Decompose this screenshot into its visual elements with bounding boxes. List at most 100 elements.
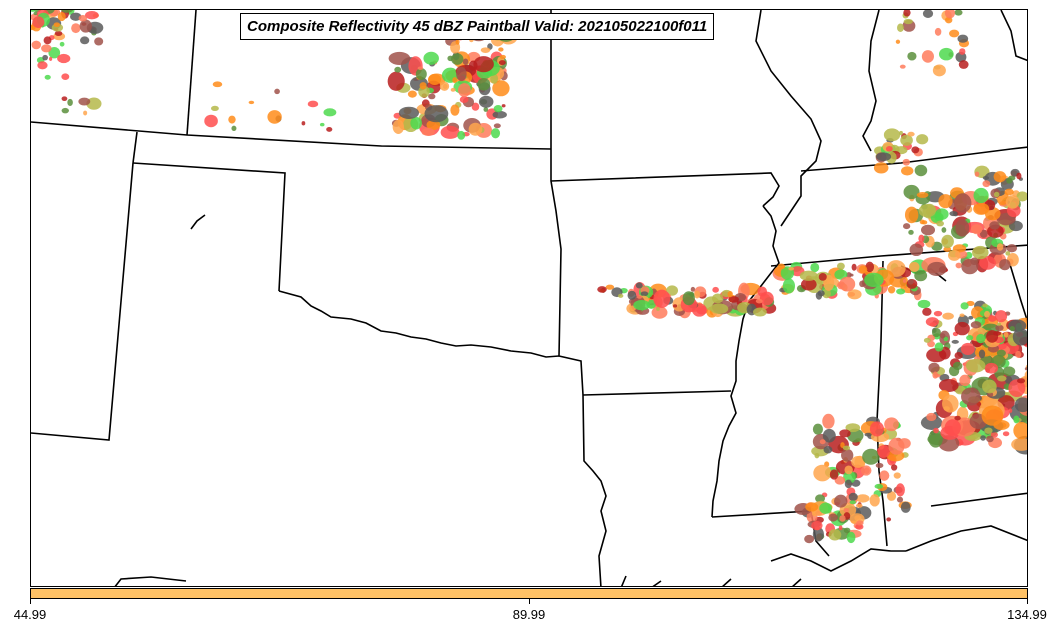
storm-blob — [1011, 437, 1027, 451]
storm-blob — [319, 122, 325, 127]
storm-blob — [1013, 415, 1020, 424]
storm-blob — [811, 520, 823, 531]
storm-blob — [875, 462, 884, 469]
storm-blob — [851, 456, 865, 468]
storm-blob — [942, 312, 954, 320]
storm-blob — [473, 56, 494, 73]
storm-blob — [973, 202, 990, 215]
storm-blob — [900, 501, 911, 513]
storm-blob — [834, 476, 846, 485]
storm-blob — [204, 114, 218, 128]
storm-blob — [829, 469, 839, 480]
storm-blob — [996, 322, 1002, 326]
storm-blob — [673, 304, 678, 308]
storm-blob — [923, 337, 931, 343]
storm-blob — [813, 464, 832, 482]
storm-blob — [895, 483, 905, 497]
storm-blob — [994, 310, 1008, 323]
storm-blob — [388, 51, 411, 65]
storm-blob — [805, 502, 819, 512]
storm-blob — [954, 10, 963, 16]
storm-blob — [37, 61, 48, 70]
storm-blob — [1005, 195, 1020, 209]
storm-blob — [635, 282, 643, 289]
storm-blob — [1016, 172, 1022, 180]
storm-blob — [988, 315, 997, 322]
storm-blob — [855, 503, 863, 508]
border-al-ga — [1008, 260, 1027, 323]
storm-blob — [938, 378, 959, 393]
storm-blob — [728, 296, 739, 303]
storm-blob — [960, 302, 969, 310]
storm-blob — [942, 394, 959, 413]
storm-blob — [323, 108, 337, 117]
storm-blob — [656, 307, 660, 311]
gulf-coast — [770, 548, 906, 572]
storm-blob — [981, 405, 1004, 426]
chart-title: Composite Reflectivity 45 dBZ Paintball … — [240, 13, 715, 40]
storm-blob — [885, 146, 893, 152]
border-wy-co — [186, 10, 197, 136]
storm-blob — [491, 128, 501, 139]
storm-blob — [860, 465, 872, 476]
storm-blob — [874, 483, 884, 489]
border-fl — [905, 525, 1027, 552]
storm-blob — [817, 290, 825, 297]
storm-blob — [903, 10, 911, 17]
map-canvas — [31, 10, 1027, 586]
storm-blob — [984, 362, 999, 374]
storm-blob — [933, 310, 943, 317]
storm-blob — [421, 128, 435, 136]
storm-blob — [450, 104, 460, 116]
storm-blob — [440, 125, 460, 139]
storm-blob — [459, 96, 469, 103]
storm-blob — [492, 80, 510, 97]
storm-blob — [839, 429, 851, 438]
storm-blob — [834, 269, 848, 280]
storm-blob — [917, 299, 931, 309]
storm-blob — [812, 526, 824, 542]
storm-blob — [903, 184, 920, 200]
storm-blob — [1017, 378, 1026, 384]
storm-blob — [456, 66, 467, 82]
storm-blob — [627, 290, 637, 300]
storm-blob — [879, 470, 890, 481]
storm-blob — [841, 448, 854, 462]
storm-blob — [949, 210, 958, 217]
storm-blob — [815, 494, 826, 503]
storm-blob — [498, 47, 504, 52]
storm-blob — [911, 146, 920, 154]
storm-blob — [925, 317, 939, 327]
storm-blob — [471, 102, 480, 111]
storm-blob — [858, 265, 868, 274]
storm-blob — [828, 529, 842, 541]
storm-blob — [844, 479, 853, 489]
storm-blob — [970, 257, 979, 266]
storm-blob — [419, 82, 427, 90]
storm-blob — [428, 93, 436, 100]
storm-blob — [947, 249, 961, 261]
storm-blob — [1003, 331, 1009, 338]
storm-blob — [49, 56, 53, 61]
storm-blob — [864, 272, 884, 288]
storm-blob — [843, 508, 850, 513]
storm-blob — [1005, 251, 1011, 256]
storm-blob — [865, 261, 875, 273]
storm-blob — [59, 41, 65, 47]
storm-blob — [980, 435, 986, 441]
storm-blob — [959, 374, 971, 387]
border-tx-la — [582, 394, 607, 586]
storm-blob — [666, 285, 679, 296]
storm-blob — [1016, 191, 1027, 202]
storm-blob — [818, 273, 827, 281]
storm-blob — [67, 98, 73, 107]
border-il-in — [862, 10, 880, 152]
storm-blob — [822, 413, 835, 429]
storm-blob — [653, 289, 671, 308]
storm-blob — [842, 445, 851, 451]
storm-blob — [61, 73, 70, 81]
storm-blob — [954, 321, 970, 336]
storm-blob — [804, 534, 815, 544]
storm-cells — [31, 10, 1027, 544]
storm-blob — [999, 258, 1011, 271]
